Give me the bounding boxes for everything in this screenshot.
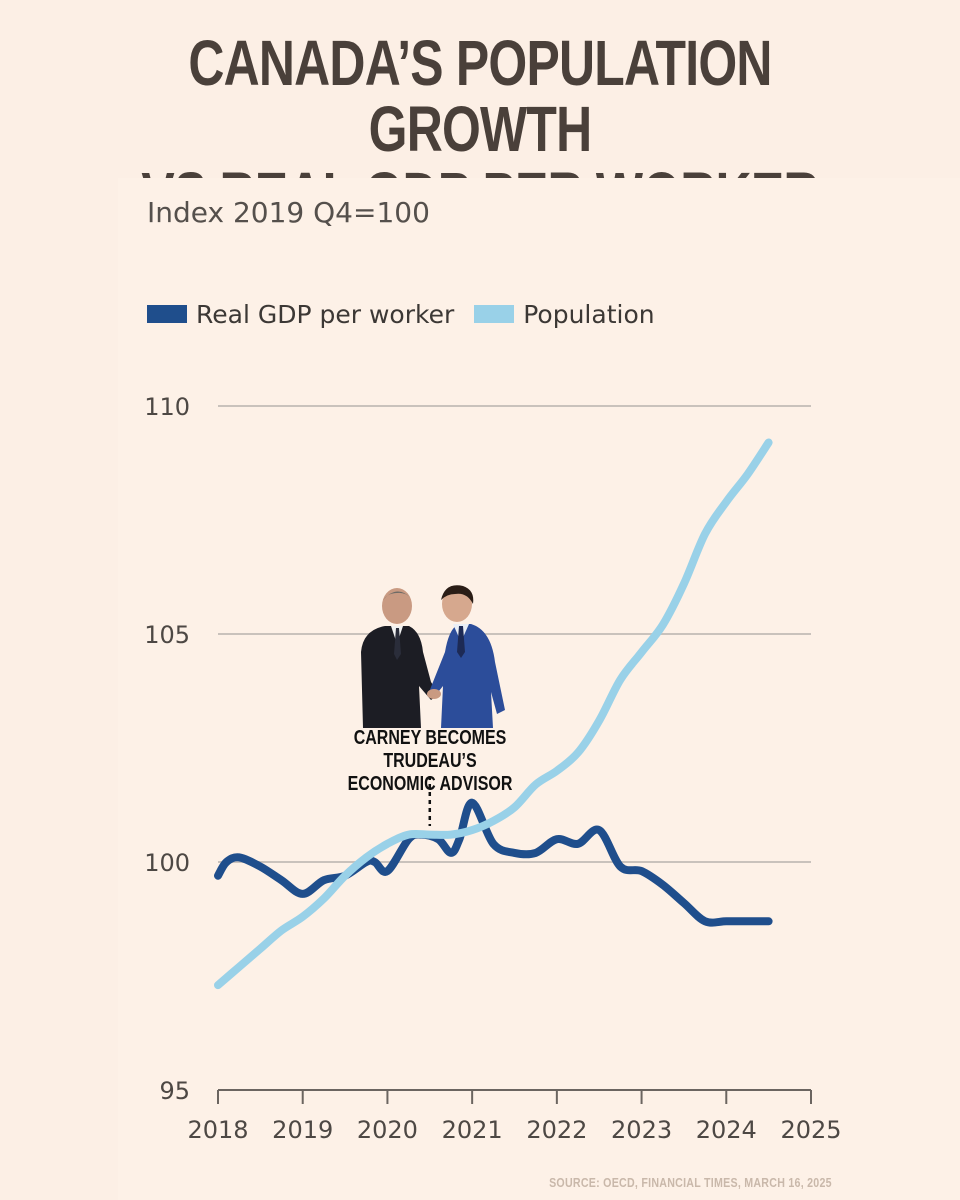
- legend-swatch-population: [474, 305, 515, 323]
- x-tick-label: 2023: [611, 1116, 672, 1144]
- y-tick-label: 110: [144, 393, 190, 421]
- title-line-1: Canada’s Population Growth: [188, 27, 772, 165]
- person-right-figure: [429, 585, 505, 728]
- legend-swatch-gdp: [147, 305, 187, 323]
- chart-panel: [118, 178, 960, 1200]
- x-axis-ticks: 2018 2019 2020 2021 2022 2023 2024 2025: [187, 1090, 842, 1144]
- series-line-gdp: [214, 798, 773, 927]
- annotation-line-1: Carney becomes Trudeau’s: [353, 727, 507, 772]
- source-note: Source: OECD, Financial Times, March 16,…: [549, 1175, 832, 1190]
- series-line-population: [214, 438, 773, 990]
- handshake-hands: [427, 689, 441, 699]
- x-tick-label: 2019: [272, 1116, 333, 1144]
- gridlines: [218, 405, 811, 863]
- legend-item-gdp: Real GDP per worker: [147, 300, 454, 329]
- x-tick-label: 2022: [526, 1116, 587, 1144]
- legend-label-gdp: Real GDP per worker: [196, 299, 455, 329]
- legend-label-population: Population: [523, 299, 655, 329]
- legend: Real GDP per worker Population: [147, 296, 675, 332]
- x-tick-label: 2025: [780, 1116, 841, 1144]
- y-tick-label: 105: [144, 621, 190, 649]
- annotation-label: Carney becomes Trudeau’s economic adviso…: [326, 727, 534, 796]
- x-tick-label: 2018: [187, 1116, 248, 1144]
- series-lines: [214, 438, 773, 990]
- y-tick-label: 95: [159, 1077, 190, 1105]
- chart-subtitle: Index 2019 Q4=100: [147, 196, 430, 229]
- annotation-line-2: economic advisor: [347, 773, 513, 795]
- person-left-figure: [361, 588, 439, 728]
- x-tick-label: 2020: [357, 1116, 418, 1144]
- y-axis-ticks: 95 100 105 110: [144, 393, 190, 1105]
- x-tick-label: 2021: [442, 1116, 503, 1144]
- x-tick-label: 2024: [696, 1116, 757, 1144]
- y-tick-label: 100: [144, 849, 190, 877]
- legend-item-population: Population: [474, 299, 655, 329]
- handshake-photo: [361, 585, 505, 728]
